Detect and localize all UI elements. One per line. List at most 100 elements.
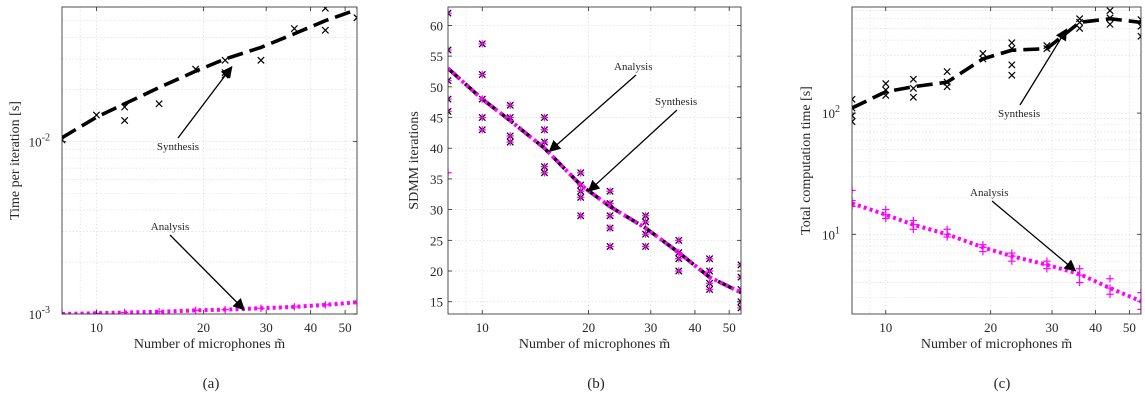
annotation-analysis: Analysis	[151, 221, 245, 311]
data-point	[540, 138, 549, 146]
y-tick-exponent: 2	[835, 104, 840, 115]
data-point	[448, 169, 452, 177]
annotation-synthesis: Synthesis	[587, 96, 697, 192]
data-point	[641, 218, 650, 226]
data-point	[321, 301, 330, 309]
data-point	[737, 285, 741, 294]
panel-label: (b)	[587, 376, 605, 392]
data-point	[943, 67, 951, 76]
data-point	[321, 26, 329, 34]
x-axis-label: Number of microphones m̃	[134, 337, 285, 352]
annotation-synthesis: Synthesis	[998, 28, 1068, 120]
annotation-label: Synthesis	[998, 108, 1040, 120]
data-point	[705, 255, 714, 263]
data-point	[1137, 305, 1141, 314]
data-point	[852, 112, 856, 120]
data-point	[909, 93, 917, 101]
annotation-label: Synthesis	[157, 141, 199, 153]
y-tick-base: 10	[29, 307, 42, 322]
series-line-analysis	[448, 66, 741, 295]
y-tick-label: 50	[430, 80, 443, 95]
data-point	[882, 86, 890, 94]
data-point	[1137, 16, 1141, 24]
panel-label: (a)	[203, 376, 220, 392]
grid-lines	[61, 6, 357, 315]
data-point	[1137, 32, 1141, 40]
y-tick-label: 20	[430, 264, 443, 279]
data-point	[852, 95, 856, 103]
data-point	[448, 107, 452, 116]
x-tick-label: 40	[304, 320, 317, 335]
data-point	[155, 308, 163, 314]
data-point	[448, 95, 452, 103]
annotation-label: Analysis	[151, 221, 190, 233]
data-point	[705, 285, 714, 294]
annotation-arrow	[587, 109, 678, 192]
plot-area	[62, 7, 357, 314]
x-tick-label: 10	[879, 320, 892, 335]
data-point	[737, 273, 741, 281]
y-tick-exponent: 1	[835, 225, 840, 236]
data-point	[448, 9, 452, 17]
data-point	[909, 75, 917, 83]
data-point	[1075, 271, 1084, 279]
series-analysis	[448, 9, 741, 312]
data-point	[852, 104, 856, 112]
data-point	[943, 233, 951, 241]
data-point	[675, 236, 683, 245]
plot-area	[852, 7, 1141, 314]
data-point	[1008, 39, 1016, 47]
annotation-label: Synthesis	[655, 96, 697, 108]
x-tick-label: 50	[339, 320, 352, 335]
series-line-synthesis	[62, 7, 357, 140]
y-tick-base: 10	[822, 227, 835, 242]
x-tick-label: 10	[476, 320, 489, 335]
data-point	[882, 79, 890, 88]
x-axis-label: Number of microphones m̃	[519, 337, 670, 352]
data-point	[641, 242, 650, 251]
data-point	[1075, 278, 1084, 287]
data-point	[1043, 42, 1051, 50]
data-point	[1137, 297, 1141, 306]
data-point	[1106, 20, 1114, 28]
data-point	[1137, 288, 1141, 297]
data-point	[448, 46, 452, 54]
y-tick-exponent: -2	[42, 132, 50, 143]
x-tick-label: 30	[1046, 320, 1059, 335]
data-point	[852, 202, 856, 211]
data-point	[448, 76, 452, 85]
data-point	[943, 83, 951, 91]
data-point	[478, 126, 486, 134]
data-point	[577, 212, 585, 220]
annotation-arrow	[548, 74, 637, 153]
data-point	[448, 107, 452, 116]
data-point	[1106, 14, 1114, 22]
y-tick-label: 102	[822, 104, 840, 121]
series-synthesis	[62, 7, 357, 144]
data-point	[705, 267, 714, 275]
y-tick-label: 45	[430, 111, 443, 126]
data-point	[979, 247, 987, 256]
x-tick-label: 20	[197, 320, 210, 335]
x-tick-label: 40	[1089, 320, 1102, 335]
y-tick-label: 10-3	[29, 305, 50, 322]
data-point	[909, 225, 918, 233]
data-point	[675, 255, 683, 263]
data-point	[1076, 24, 1084, 32]
series-line-synthesis	[852, 16, 1141, 110]
data-point	[737, 273, 741, 281]
x-tick-label: 40	[688, 320, 701, 335]
data-point	[540, 169, 549, 177]
series-synthesis	[852, 7, 1141, 126]
y-axis-label: SDMM iterations	[407, 111, 422, 209]
series-line-analysis	[62, 300, 357, 314]
data-point	[257, 56, 265, 64]
data-point	[478, 40, 486, 48]
axes-frame	[851, 6, 1142, 315]
data-point	[606, 199, 614, 208]
data-point	[1008, 257, 1016, 265]
data-point	[62, 136, 66, 144]
y-tick-label: 60	[430, 18, 443, 33]
